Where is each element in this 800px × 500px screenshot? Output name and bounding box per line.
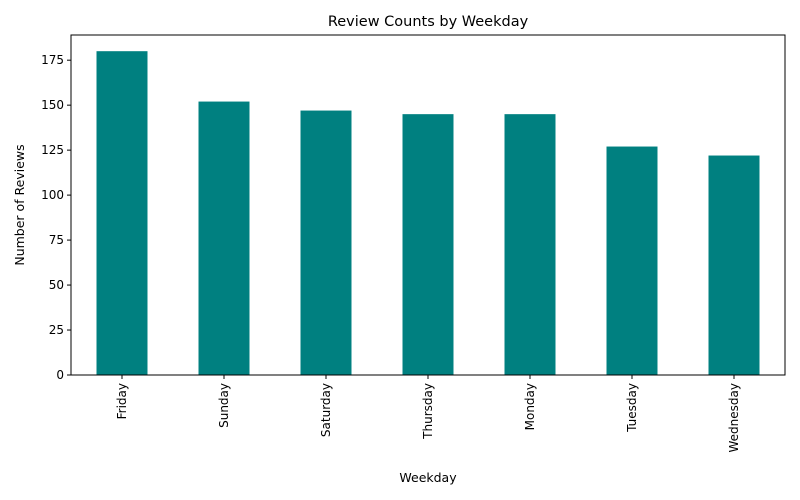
chart-title: Review Counts by Weekday <box>328 14 529 30</box>
bar-wednesday <box>708 155 760 375</box>
x-tick-label: Saturday <box>319 383 333 437</box>
y-tick-label: 150 <box>41 98 64 112</box>
y-tick-label: 175 <box>41 53 64 67</box>
y-tick-label: 50 <box>49 278 64 292</box>
y-axis: 0 25 50 75 100 125 150 175 <box>41 53 71 382</box>
y-axis-label: Number of Reviews <box>12 144 27 265</box>
bar-friday <box>96 51 148 375</box>
x-tick-label: Friday <box>115 383 129 419</box>
x-tick-label: Tuesday <box>625 383 639 433</box>
y-tick-label: 100 <box>41 188 64 202</box>
bar-tuesday <box>606 146 658 375</box>
x-axis-label: Weekday <box>399 470 457 485</box>
y-tick-label: 75 <box>49 233 64 247</box>
bar-sunday <box>198 101 250 375</box>
x-tick-label: Wednesday <box>727 383 741 452</box>
bars-group <box>96 51 760 376</box>
y-tick-label: 125 <box>41 143 64 157</box>
plot-frame <box>70 34 786 376</box>
x-tick-label: Sunday <box>217 383 231 428</box>
bar-thursday <box>402 114 454 375</box>
x-tick-label: Monday <box>523 383 537 430</box>
bar-saturday <box>300 110 352 376</box>
y-tick-label: 25 <box>49 323 64 337</box>
y-tick-label: 0 <box>56 368 64 382</box>
bar-monday <box>504 114 556 375</box>
x-axis: Friday Sunday Saturday Thursday Monday Tuesda… <box>115 375 741 452</box>
x-tick-label: Thursday <box>421 383 435 440</box>
